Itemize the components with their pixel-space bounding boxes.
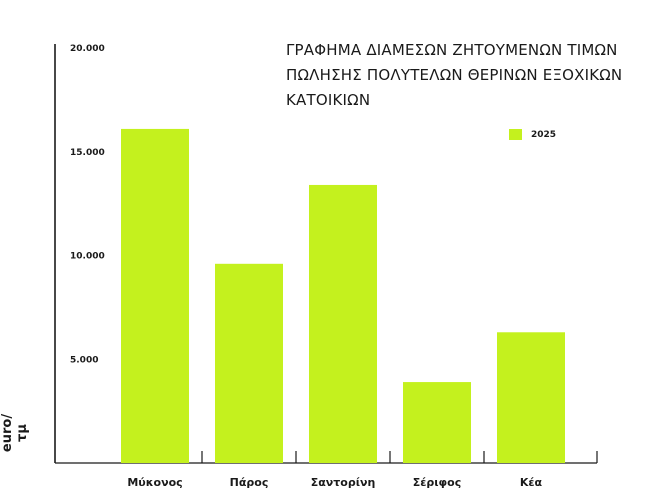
bar-3 — [403, 382, 471, 463]
bar-1 — [215, 263, 283, 463]
y-tick-label-0: 5.000 — [70, 355, 98, 365]
legend: 2025 — [509, 129, 556, 140]
bar-0 — [121, 128, 189, 464]
x-tick-label-4: Κέα — [520, 476, 543, 489]
chart-title-line-2: ΠΩΛΗΣΗΣ ΠΟΛΥΤΕΛΩΝ ΘΕΡΙΝΩΝ ΕΞΟΧΙΚΩΝ — [286, 66, 623, 84]
x-tick-label-3: Σέριφος — [413, 476, 461, 489]
chart-title-line-3: ΚΑΤΟΙΚΙΩΝ — [286, 91, 371, 109]
x-tick-label-2: Σαντορίνη — [311, 476, 376, 489]
x-tick-label-1: Πάρος — [230, 476, 269, 489]
chart-title-line-1: ΓΡΑΦΗΜΑ ΔΙΑΜΕΣΩΝ ΖΗΤΟΥΜΕΝΩΝ ΤΙΜΩΝ — [286, 41, 618, 59]
x-tick-label-0: Μύκονος — [127, 476, 182, 489]
legend-swatch — [509, 129, 522, 140]
y-tick-label-3: 20.000 — [70, 44, 105, 54]
bar-2 — [309, 184, 377, 463]
chart-title: ΓΡΑΦΗΜΑ ΔΙΑΜΕΣΩΝ ΖΗΤΟΥΜΕΝΩΝ ΤΙΜΩΝ ΠΩΛΗΣΗ… — [286, 38, 636, 113]
y-tick-label-1: 10.000 — [70, 252, 105, 262]
legend-label: 2025 — [531, 129, 557, 140]
y-tick-label-2: 15.000 — [70, 148, 105, 158]
bar-4 — [497, 332, 565, 463]
